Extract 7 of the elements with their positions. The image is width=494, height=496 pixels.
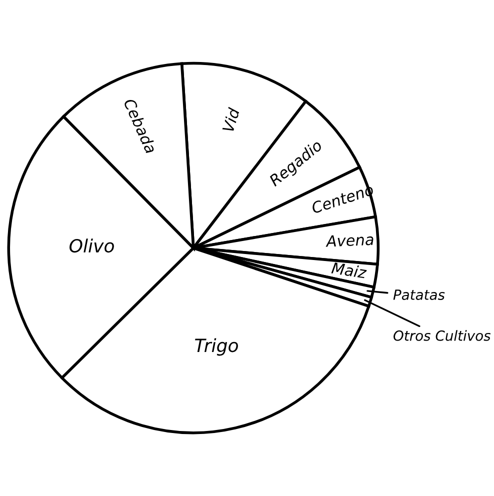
slice-label: Otros Cultivos [394,330,491,341]
slice-label: Vid [222,106,240,133]
slice-label: Trigo [195,338,238,356]
slice-label: Olivo [70,238,114,253]
slice-label: Avena [325,234,374,248]
slice-label: Patatas [393,290,445,300]
slice-label: Maiz [331,262,368,279]
